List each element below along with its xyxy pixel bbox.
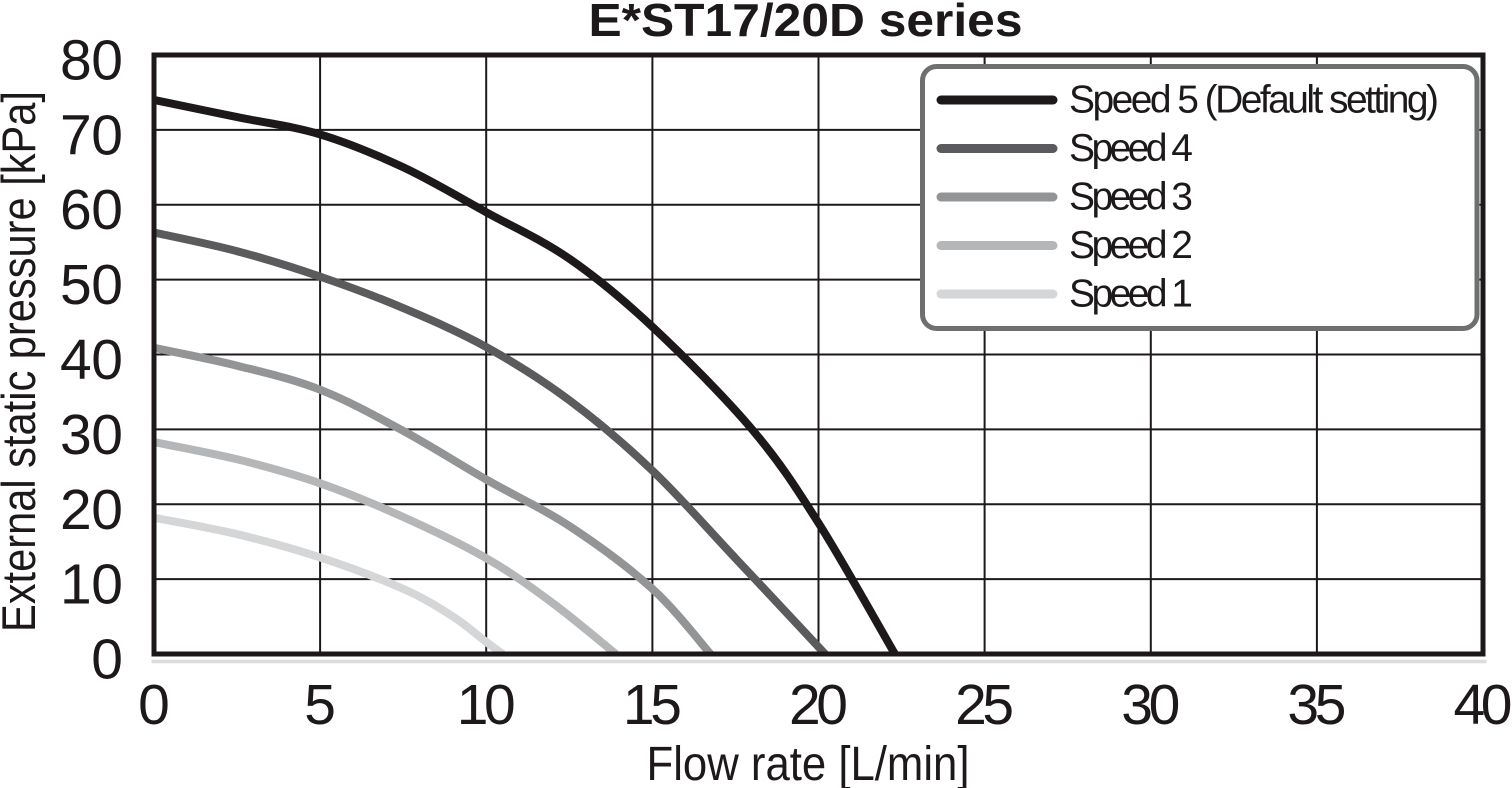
svg-text:30: 30 bbox=[60, 403, 123, 467]
svg-text:10: 10 bbox=[457, 673, 516, 737]
svg-text:50: 50 bbox=[60, 253, 123, 317]
svg-text:Speed 2: Speed 2 bbox=[1069, 224, 1193, 267]
svg-text:40: 40 bbox=[60, 328, 123, 392]
svg-text:15: 15 bbox=[623, 673, 682, 737]
svg-text:0: 0 bbox=[91, 628, 123, 692]
svg-text:70: 70 bbox=[60, 103, 123, 167]
svg-text:Speed 3: Speed 3 bbox=[1069, 176, 1193, 219]
svg-text:20: 20 bbox=[789, 673, 848, 737]
svg-text:External static pressure [kPa]: External static pressure [kPa] bbox=[0, 91, 45, 632]
svg-text:25: 25 bbox=[955, 673, 1014, 737]
svg-text:35: 35 bbox=[1287, 673, 1346, 737]
svg-text:5: 5 bbox=[304, 673, 336, 737]
svg-text:20: 20 bbox=[60, 478, 123, 542]
svg-text:Speed 1: Speed 1 bbox=[1069, 273, 1193, 316]
svg-text:60: 60 bbox=[60, 178, 123, 242]
svg-text:Flow rate [L/min]: Flow rate [L/min] bbox=[647, 738, 970, 788]
svg-text:Speed 5 (Default setting): Speed 5 (Default setting) bbox=[1069, 79, 1439, 122]
svg-text:30: 30 bbox=[1121, 673, 1180, 737]
svg-text:E*ST17/20D series: E*ST17/20D series bbox=[589, 0, 1023, 46]
svg-text:40: 40 bbox=[1454, 673, 1512, 737]
svg-text:Speed 4: Speed 4 bbox=[1069, 127, 1193, 170]
svg-text:0: 0 bbox=[138, 673, 170, 737]
svg-text:10: 10 bbox=[60, 553, 123, 617]
svg-text:80: 80 bbox=[60, 29, 123, 93]
